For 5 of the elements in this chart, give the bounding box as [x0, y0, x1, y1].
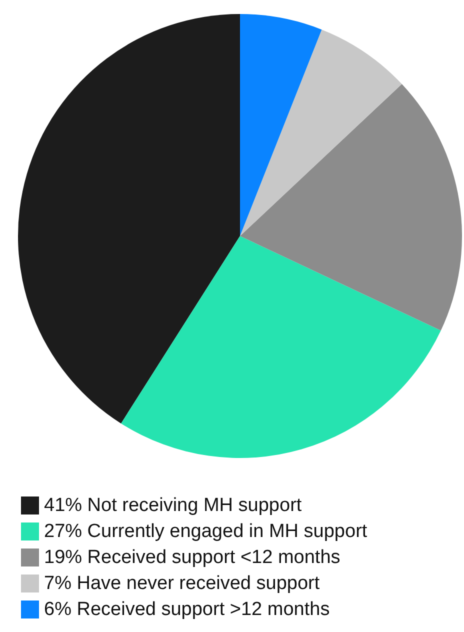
legend-label: 27% Currently engaged in MH support — [44, 521, 368, 542]
legend-label: 19% Received support <12 months — [44, 547, 340, 568]
legend-label: 41% Not receiving MH support — [44, 495, 302, 516]
legend-label: 7% Have never received support — [44, 573, 320, 594]
legend-label: 6% Received support >12 months — [44, 599, 330, 620]
